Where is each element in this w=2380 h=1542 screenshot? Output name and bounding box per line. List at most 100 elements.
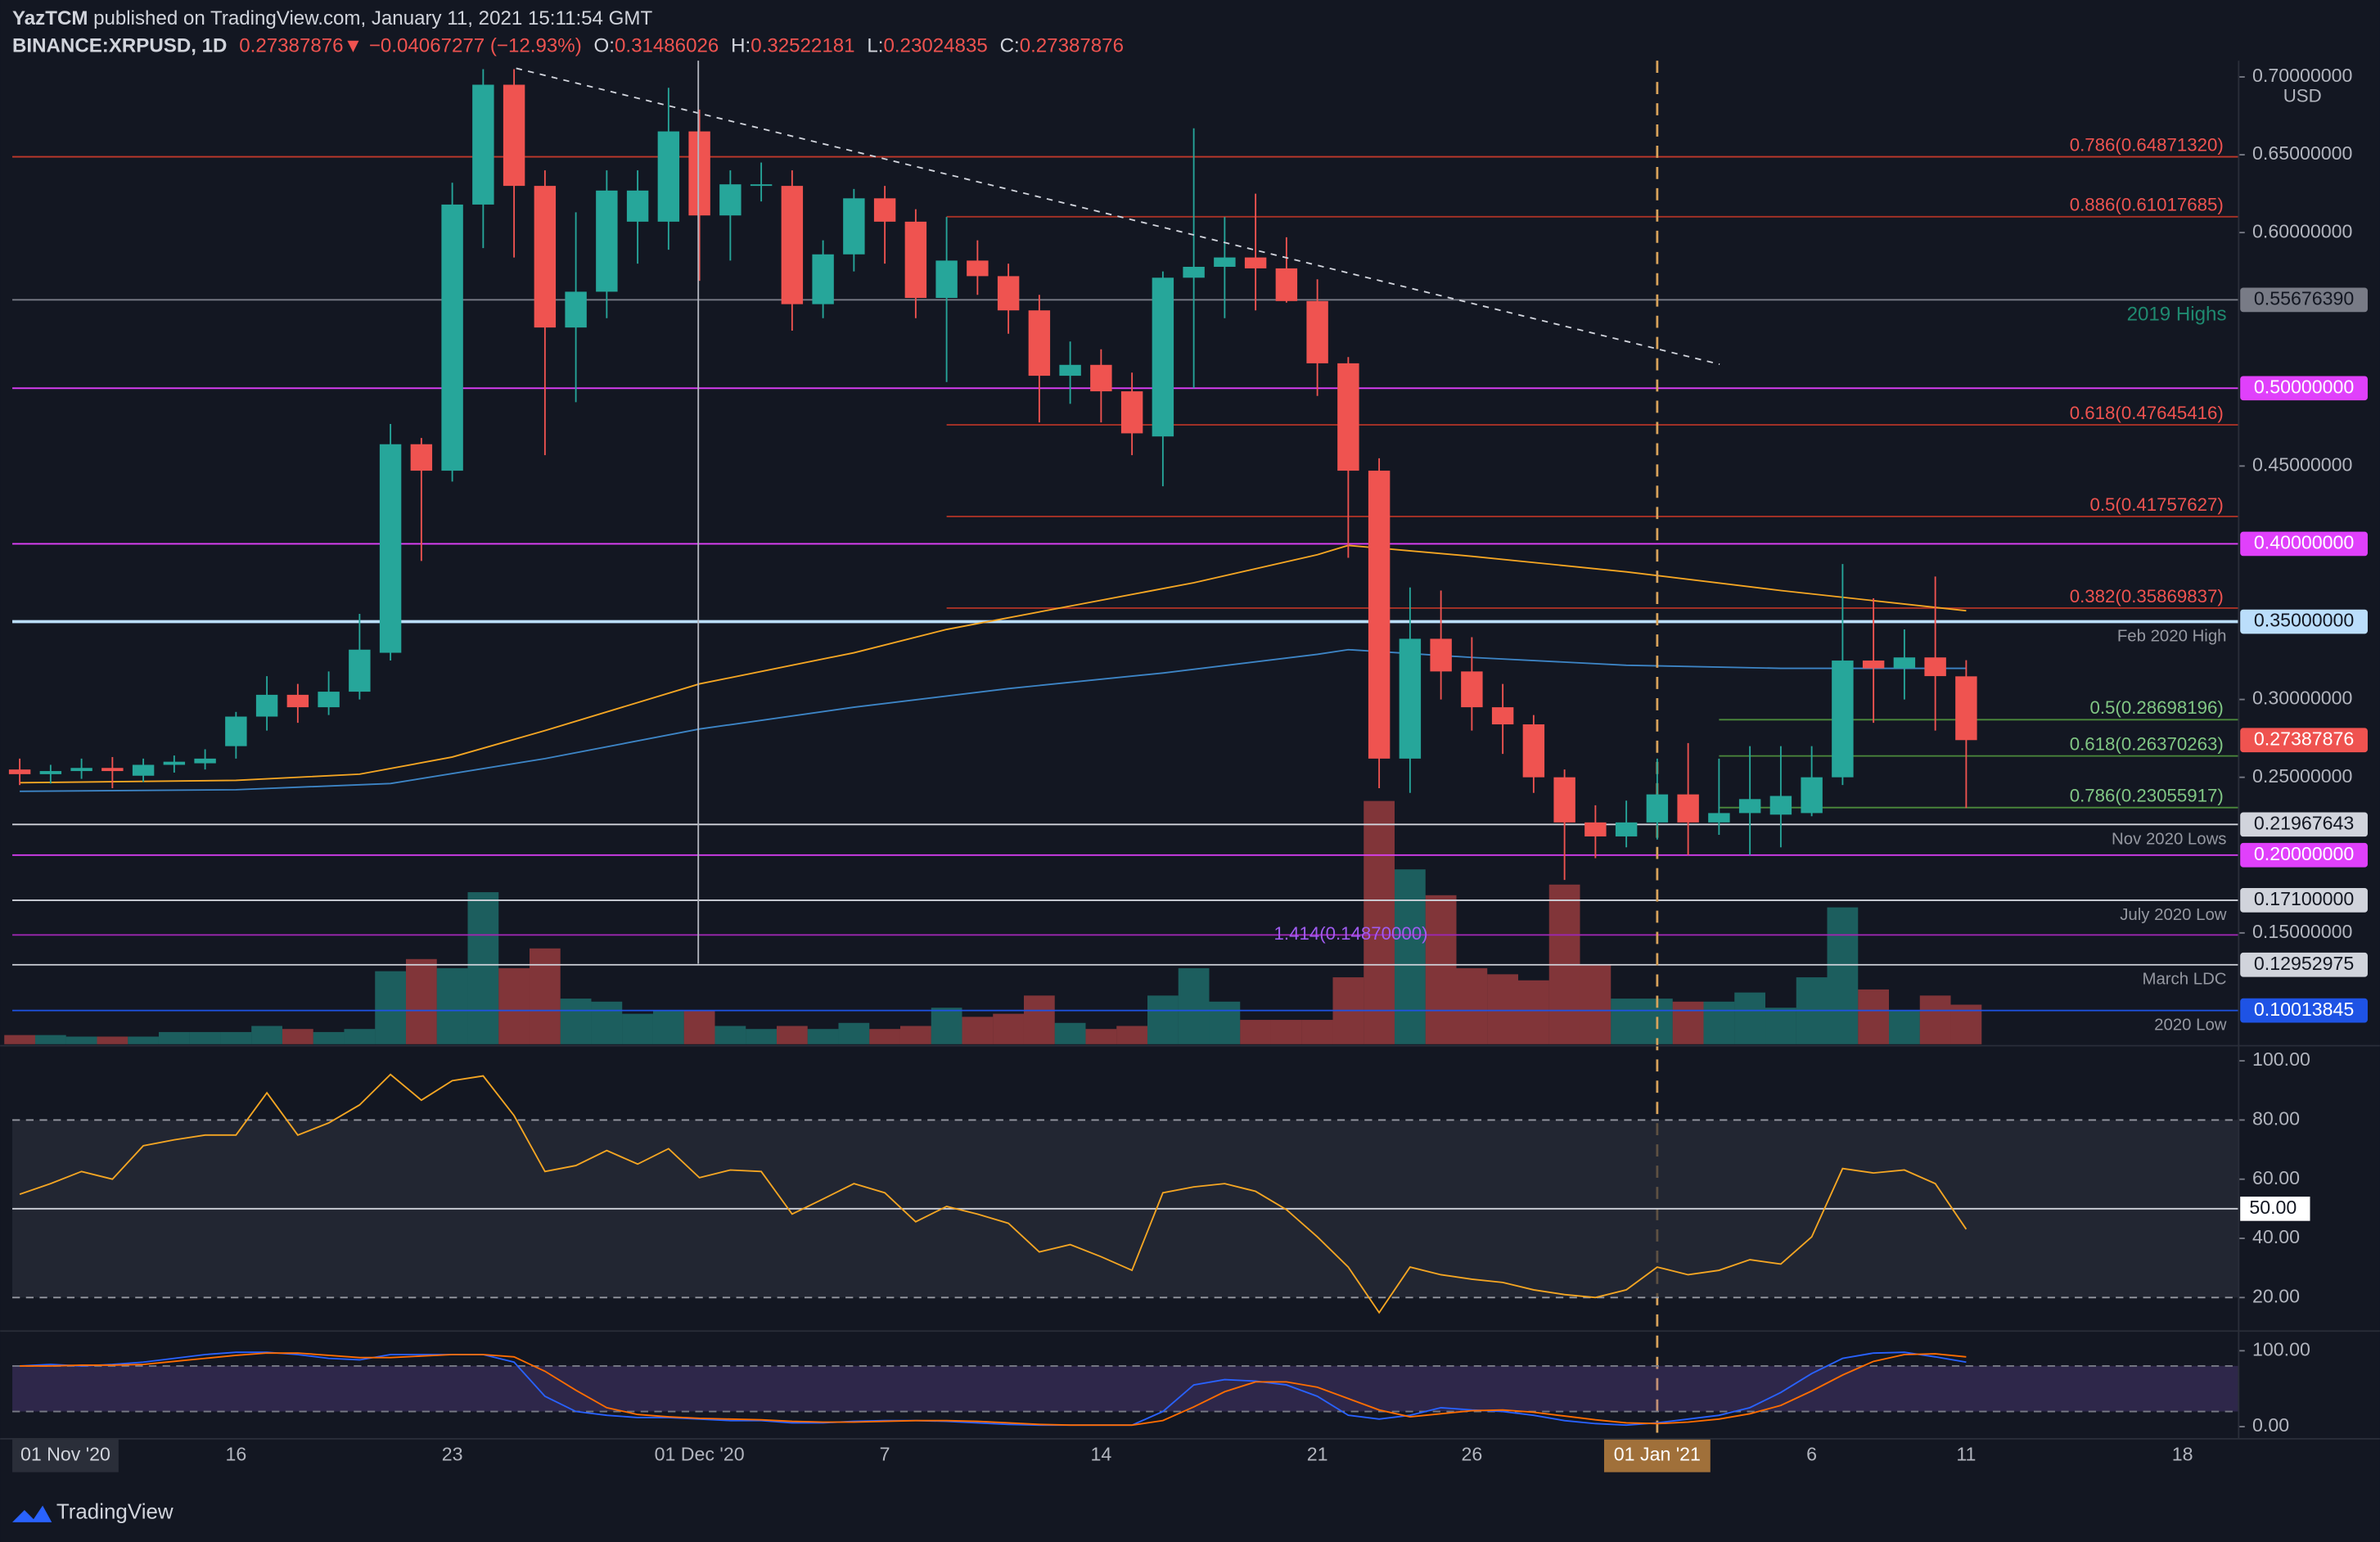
price-label-box <box>2240 376 2368 401</box>
ohlc-value: 0.31486026 <box>615 35 719 57</box>
x-tick-label: 23 <box>442 1443 463 1464</box>
candle-body <box>812 254 834 304</box>
y-tick-label: 80.00 <box>2252 1108 2300 1129</box>
header: YazTCM published on TradingView.com, Jan… <box>12 7 1124 56</box>
y-tick-label: 0.30000000 <box>2252 688 2352 709</box>
volume-bar <box>4 1035 35 1044</box>
ohlc-value: 0.23024835 <box>883 35 987 57</box>
candle-body <box>379 444 402 653</box>
candle-body <box>1677 794 1699 823</box>
candle-body <box>1893 657 1916 669</box>
brand-logo <box>12 1505 52 1522</box>
volume-bar <box>869 1029 900 1044</box>
candle-body <box>781 186 804 304</box>
direction: ▼ <box>344 35 363 57</box>
candle-body <box>1306 300 1328 363</box>
volume-bar <box>1178 967 1210 1044</box>
candle-body <box>1120 391 1143 434</box>
volume-bar <box>1116 1026 1147 1044</box>
candle-body <box>1461 671 1483 708</box>
candle-body <box>255 694 278 717</box>
volume-bar <box>251 1026 282 1044</box>
price-label: 0.10013845 <box>2254 999 2354 1020</box>
candle-body <box>1862 661 1885 669</box>
y-tick-label: 100.00 <box>2252 1338 2310 1359</box>
volume-bar <box>65 1036 97 1044</box>
volume-bar <box>498 967 530 1044</box>
volume-bar <box>1672 1001 1704 1044</box>
candle-body <box>1955 676 1977 741</box>
y-tick-label: 0.60000000 <box>2252 220 2352 241</box>
price-label-box <box>2240 952 2368 977</box>
candle-body <box>1183 266 1205 278</box>
fib-label: 0.618(0.26370263) <box>2070 734 2224 755</box>
level-note: 2019 Highs <box>2127 303 2227 325</box>
volume-bar <box>591 1001 623 1044</box>
ohlc-key: L: <box>867 35 883 57</box>
rsi-mid-box <box>2240 1197 2310 1221</box>
volume-bar <box>560 999 592 1044</box>
price-label: 0.17100000 <box>2254 888 2354 909</box>
volume-bar <box>1085 1029 1117 1044</box>
x-marker-label: 01 Jan '21 <box>1614 1443 1701 1464</box>
price-label-box <box>2240 998 2368 1023</box>
last-price-box <box>2240 728 2368 753</box>
candle-body <box>101 768 124 772</box>
candle-body <box>1738 799 1761 814</box>
x-marker-box <box>1603 1438 1711 1472</box>
candle-body <box>843 198 865 255</box>
level-note: 2020 Low <box>2154 1017 2227 1035</box>
symbol: BINANCE:XRPUSD, 1D <box>12 35 227 57</box>
y-tick-label: 0.70000000 <box>2252 65 2352 86</box>
volume-bar <box>128 1036 159 1044</box>
candle-body <box>1708 813 1730 823</box>
price-label-box <box>2240 888 2368 913</box>
currency: USD <box>2283 86 2322 106</box>
volume-bar <box>1518 980 1549 1044</box>
volume-bar <box>467 892 499 1044</box>
candle-body <box>904 221 927 299</box>
fib-label: 0.786(0.23055917) <box>2070 786 2224 806</box>
x-tick-label: 7 <box>880 1443 890 1464</box>
volume-bar <box>807 1029 839 1044</box>
price-label-box <box>2240 842 2368 868</box>
volume-bar <box>313 1031 345 1044</box>
candle-body <box>719 184 741 216</box>
level-note: March LDC <box>2142 971 2226 989</box>
fib-label: 0.618(0.47645416) <box>2070 403 2224 423</box>
price-label: 0.55676390 <box>2254 287 2354 309</box>
publisher: YazTCM <box>12 7 88 29</box>
candle-body <box>132 764 155 776</box>
fib-label: 0.5(0.28698196) <box>2089 697 2223 718</box>
x-tick-label: 16 <box>225 1443 246 1464</box>
stoch-line <box>20 1352 1967 1427</box>
rsi-line <box>19 1073 1968 1314</box>
rsi-mid-label: 50.00 <box>2249 1197 2297 1218</box>
candle-body <box>1368 471 1391 759</box>
x-tick-label: 11 <box>1956 1443 1976 1464</box>
level-note: Nov 2020 Lows <box>2112 830 2226 848</box>
volume-bar <box>1364 800 1395 1044</box>
y-tick-label: 20.00 <box>2252 1285 2300 1306</box>
brand: TradingView <box>12 1499 174 1524</box>
candle-body <box>1584 822 1607 836</box>
last-price: 0.27387876 <box>239 35 343 57</box>
volume-bar <box>1023 995 1055 1044</box>
price-label: 0.20000000 <box>2254 843 2354 864</box>
volume-bar <box>375 971 406 1044</box>
volume-bar <box>34 1035 66 1044</box>
candle-body <box>1553 777 1575 823</box>
symbol-line: BINANCE:XRPUSD, 1D 0.27387876▼ −0.04067277… <box>12 35 1124 57</box>
candle-body <box>967 260 989 277</box>
y-tick-label: 0.00 <box>2252 1414 2289 1436</box>
x-tick-label: 6 <box>1806 1443 1817 1464</box>
volume-bar <box>1580 965 1611 1044</box>
candle-body <box>750 184 773 187</box>
y-tick-label: 100.00 <box>2252 1048 2310 1070</box>
stoch-band <box>12 1365 2239 1412</box>
price-label-box <box>2240 531 2368 557</box>
volume-bar <box>97 1036 128 1044</box>
volume-bar <box>931 1008 962 1044</box>
level-note: Feb 2020 High <box>2117 627 2227 645</box>
